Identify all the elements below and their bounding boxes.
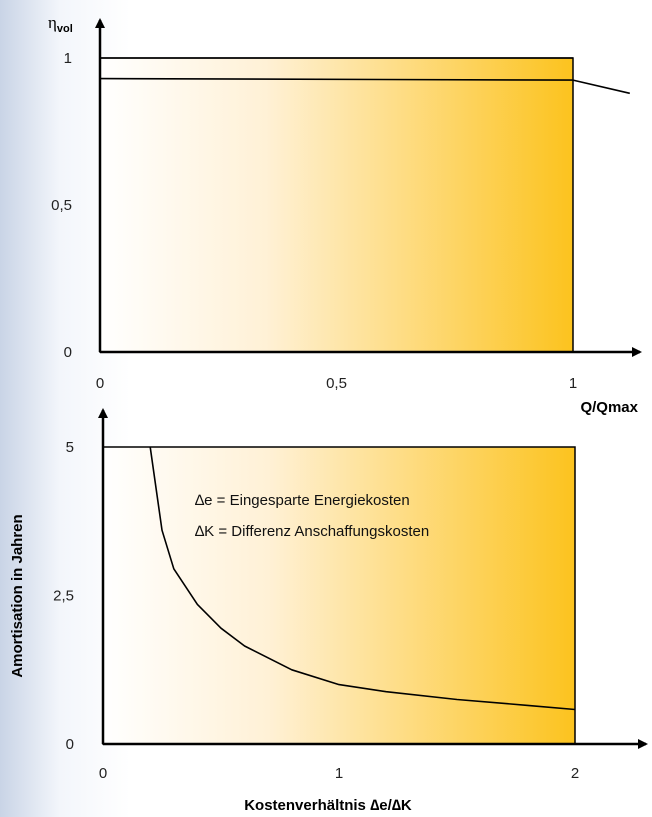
amortisation-x-tick-label: 2 [571, 765, 579, 782]
efficiency-y-tick-label: 0 [64, 344, 72, 361]
efficiency-y-axis-title: ηvol [48, 13, 73, 35]
efficiency-plot-area [99, 57, 574, 353]
amortisation-y-tick-label: 0 [66, 736, 74, 753]
efficiency-x-tick-label: 0,5 [326, 375, 347, 392]
efficiency-chart: 0 0,5 1 0 0,5 1 ηvol Q/Qmax [48, 13, 642, 416]
amortisation-plot-area [102, 446, 576, 745]
amortisation-y-tick-label: 5 [66, 439, 74, 456]
efficiency-x-tick-label: 1 [569, 375, 577, 392]
amortisation-chart: 0 1 2 0 2,5 5 ∆e = Eingesparte Energiekosten… [9, 408, 648, 814]
efficiency-x-tick-label: 0 [96, 375, 104, 392]
annotation-delta-k: ∆K = Differenz Anschaffungskosten [195, 523, 429, 540]
amortisation-x-tick-label: 1 [335, 765, 343, 782]
efficiency-series-line-2 [99, 77, 630, 95]
amortisation-x-tick-label: 0 [99, 765, 107, 782]
efficiency-x-axis-title: Q/Qmax [580, 399, 638, 416]
amortisation-y-axis-title: Amortisation in Jahren [9, 514, 26, 677]
amortisation-series-line-1 [149, 446, 576, 711]
annotation-delta-e: ∆e = Eingesparte Energiekosten [195, 492, 410, 509]
efficiency-y-tick-label: 1 [64, 50, 72, 67]
efficiency-y-tick-label: 0,5 [51, 197, 72, 214]
amortisation-x-axis-title: Kostenverhältnis ∆e/∆K [244, 797, 412, 814]
amortisation-y-tick-label: 2,5 [53, 588, 74, 605]
